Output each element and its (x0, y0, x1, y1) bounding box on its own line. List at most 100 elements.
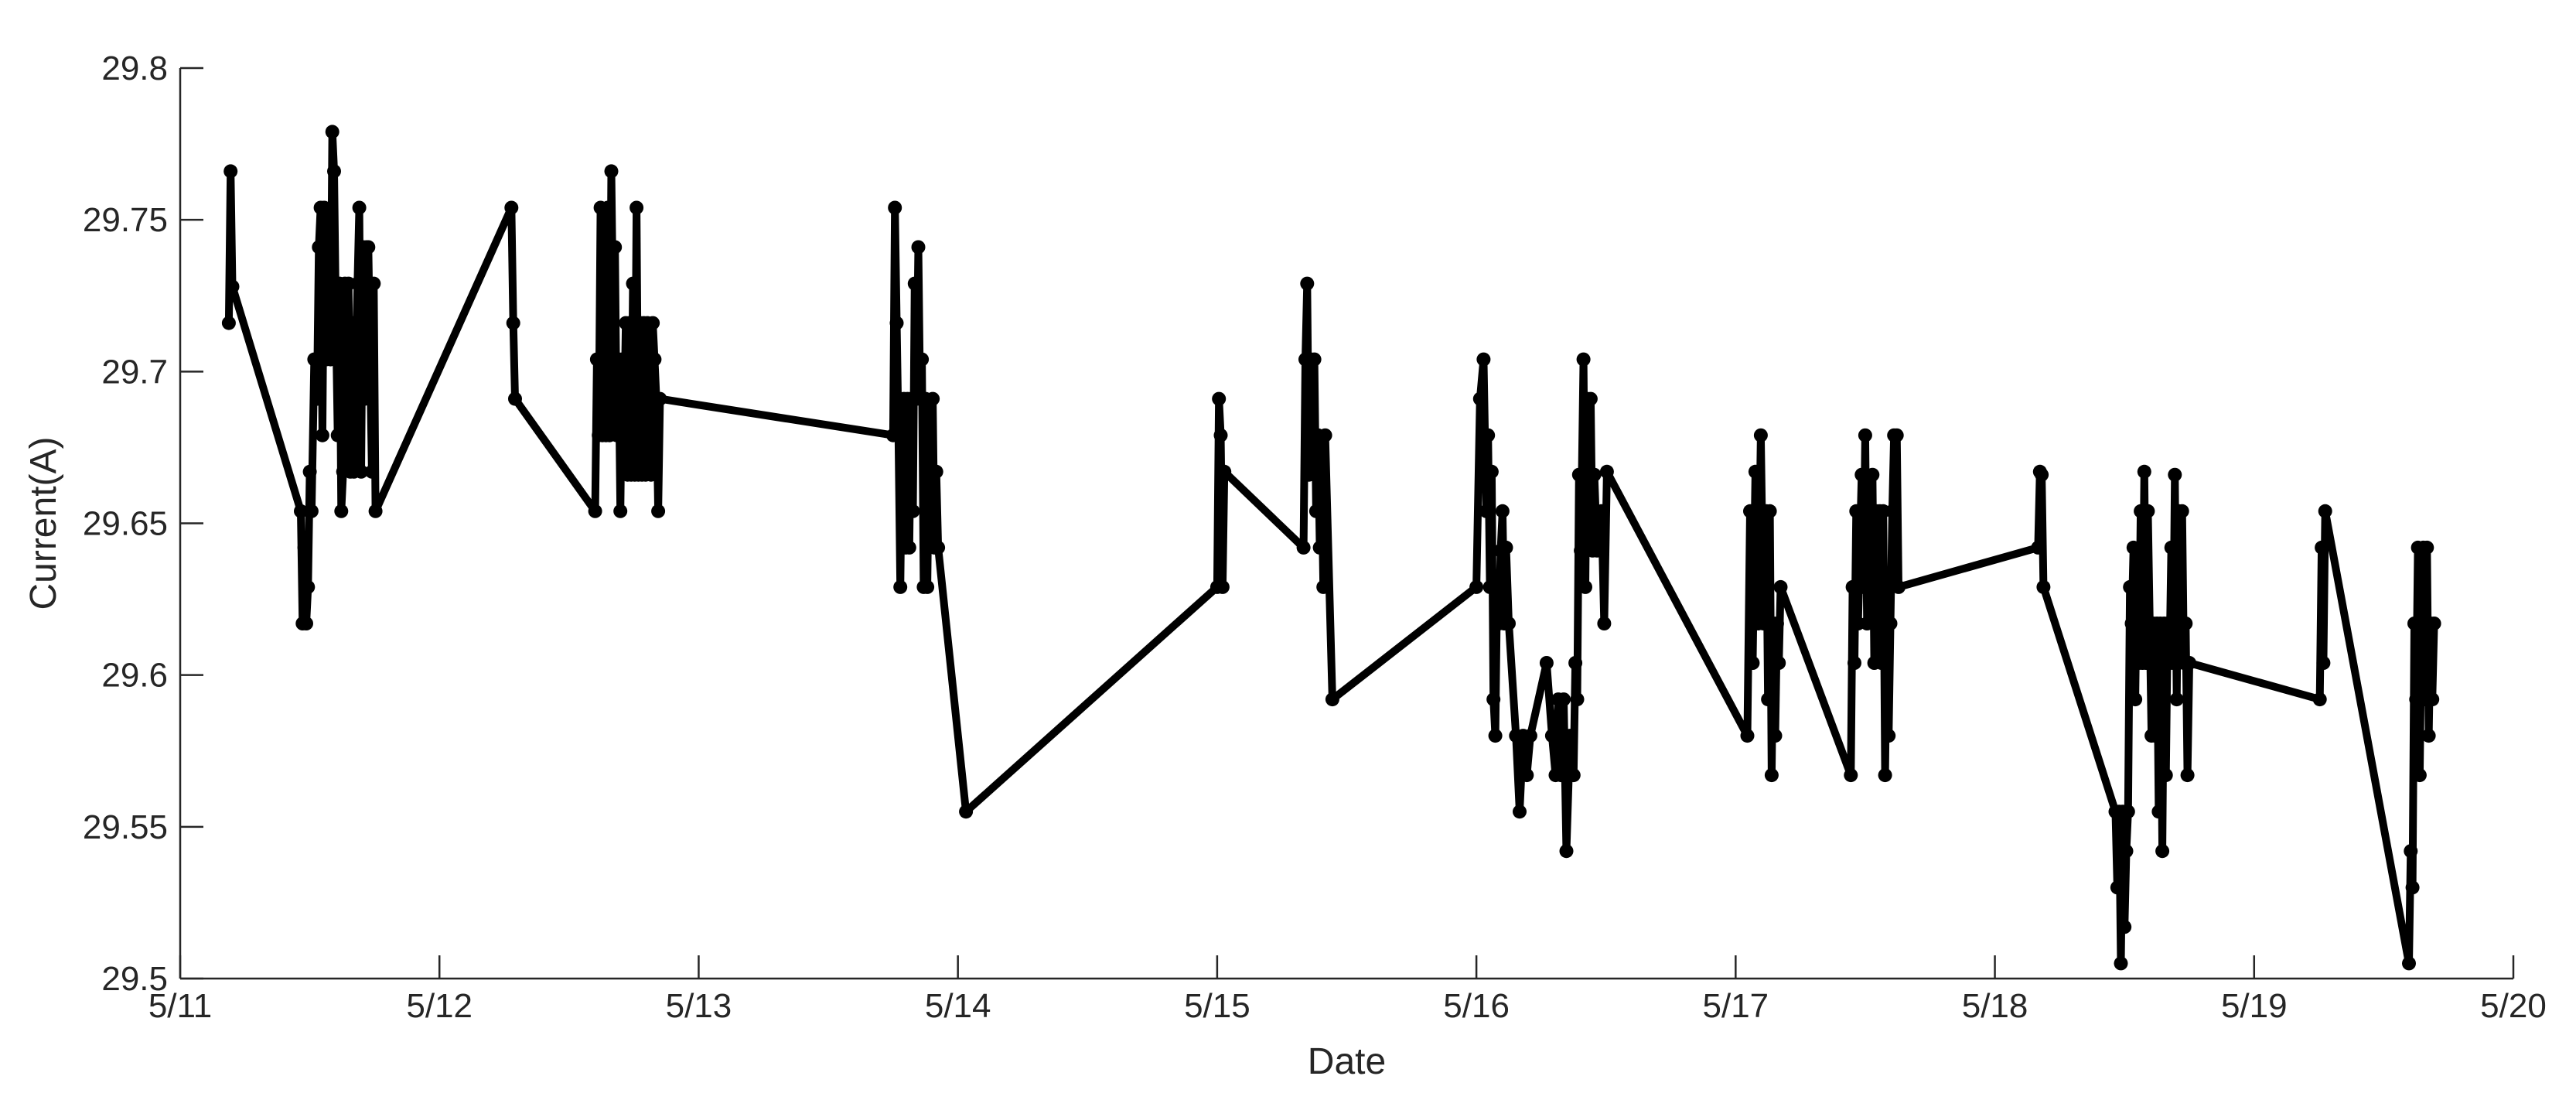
data-point (1865, 467, 1880, 482)
data-point (2035, 467, 2049, 482)
data-point (2119, 844, 2134, 859)
data-point (2405, 880, 2420, 895)
x-tick-label: 5/19 (2221, 987, 2288, 1025)
data-point (1302, 467, 1316, 482)
series-line (224, 128, 2438, 968)
y-tick-label: 29.8 (101, 50, 168, 87)
data-point (1481, 428, 1496, 442)
data-point (2316, 656, 2331, 670)
data-point (911, 240, 926, 255)
data-point (223, 164, 238, 179)
data-point (2036, 579, 2051, 594)
data-point (1743, 504, 1757, 518)
data-point (923, 504, 938, 518)
data-point (1215, 579, 1230, 594)
data-point (2312, 692, 2327, 707)
data-point (622, 316, 636, 330)
data-point (1523, 729, 1537, 743)
data-point (2158, 768, 2173, 783)
data-point (1563, 729, 1578, 743)
data-point (613, 504, 628, 518)
data-point (2404, 844, 2418, 859)
data-point (915, 352, 930, 367)
data-point (608, 240, 623, 255)
data-point (889, 316, 904, 330)
data-point (1314, 467, 1329, 482)
data-point (1772, 656, 1786, 670)
data-point (294, 504, 308, 518)
y-ticks: 29.5 29.55 29.6 29.65 29.7 29.75 29.8 (83, 50, 203, 998)
data-point (350, 276, 365, 291)
data-point (597, 240, 612, 255)
data-point (2425, 692, 2440, 707)
data-point (2137, 464, 2151, 479)
data-point (1761, 692, 1776, 707)
data-point (368, 504, 383, 518)
data-point (1568, 656, 1583, 670)
data-point (1748, 464, 1762, 479)
data-point (367, 276, 381, 291)
data-point (361, 240, 376, 255)
data-point (301, 579, 316, 594)
data-point (323, 352, 338, 367)
data-point (1878, 768, 1892, 783)
data-point (2427, 617, 2441, 630)
data-point (299, 617, 313, 630)
data-point (643, 467, 658, 482)
data-point (2155, 844, 2170, 859)
data-point (1587, 467, 1602, 482)
data-point (2179, 617, 2193, 630)
data-point (1566, 768, 1581, 783)
data-point (1889, 428, 1904, 442)
data-point (1296, 540, 1311, 555)
data-point (1479, 504, 1493, 518)
data-point (225, 279, 240, 294)
data-point (1502, 617, 1516, 630)
data-point (2318, 504, 2332, 518)
data-point (1484, 464, 1499, 479)
data-point (926, 391, 940, 406)
data-point (1217, 464, 1232, 479)
data-point (2139, 656, 2154, 670)
data-point (1472, 391, 1487, 406)
x-tick-label: 5/13 (666, 987, 732, 1025)
data-point (1769, 617, 1784, 630)
data-point (2169, 692, 2184, 707)
data-point (2114, 956, 2128, 971)
x-tick-label: 5/20 (2480, 987, 2547, 1025)
data-point (589, 352, 604, 367)
data-point (1594, 504, 1609, 518)
data-point (2175, 504, 2189, 518)
data-point (349, 352, 363, 367)
data-point (1571, 467, 1586, 482)
data-point (1845, 579, 1860, 594)
data-point (1597, 617, 1612, 630)
data-point (363, 352, 377, 367)
data-point (1883, 617, 1898, 630)
y-tick-label: 29.75 (83, 201, 168, 239)
data-point (2421, 729, 2436, 743)
data-point (1300, 276, 1315, 291)
data-point (1844, 768, 1858, 783)
y-tick-label: 29.7 (101, 353, 168, 391)
data-point (1554, 768, 1568, 783)
data-point (1318, 428, 1332, 442)
data-point (1539, 656, 1554, 670)
data-point (1764, 768, 1779, 783)
data-point (893, 579, 908, 594)
data-point (1854, 467, 1869, 482)
x-ticks: 5/11 5/12 5/13 5/14 5/15 5/16 5/17 5/18 5/19 5/20 (148, 955, 2547, 1025)
data-point (330, 428, 345, 442)
data-point (2141, 504, 2155, 518)
data-point (1583, 391, 1598, 406)
data-point (1312, 540, 1327, 555)
data-point (1570, 692, 1585, 707)
data-point (506, 316, 520, 330)
data-point (1495, 504, 1510, 518)
data-point (1488, 729, 1503, 743)
data-point (1212, 391, 1227, 406)
data-point (626, 276, 640, 291)
data-point (888, 200, 902, 215)
data-point (2164, 540, 2179, 555)
